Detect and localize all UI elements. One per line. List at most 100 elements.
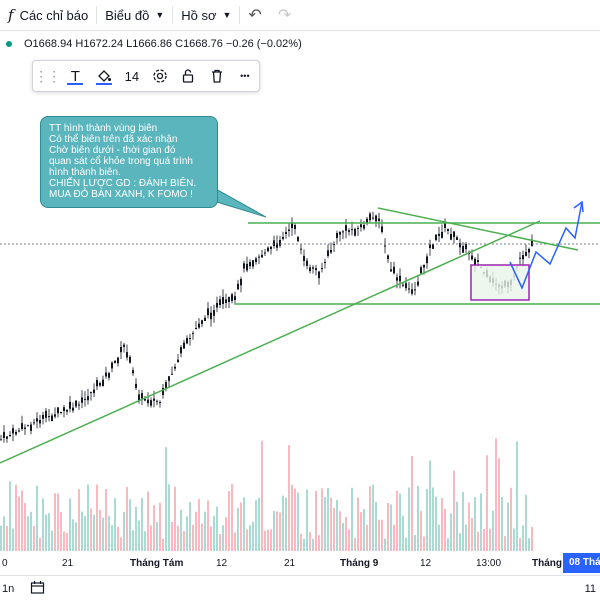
time-axis-label: 13:00 [476, 558, 502, 569]
candle-body [453, 231, 455, 237]
profile-button[interactable]: Hồ sơ ▼ [173, 0, 239, 30]
paint-bucket-icon [97, 70, 111, 82]
candle-body [144, 399, 146, 401]
gear-icon [153, 69, 167, 83]
candle-body [54, 414, 56, 417]
volume-bar [165, 447, 167, 551]
interval-button[interactable]: 1n [2, 582, 15, 595]
candle-body [165, 382, 167, 388]
unlock-icon [183, 69, 194, 83]
delete-button[interactable] [203, 61, 231, 91]
candle-body [246, 263, 248, 271]
candle-body [297, 237, 299, 242]
volume-bar [342, 522, 344, 551]
volume-bar [246, 529, 248, 551]
volume-bar [396, 490, 398, 551]
volume-bar [69, 498, 71, 551]
volume-bar [300, 533, 302, 551]
candle-body [3, 432, 5, 438]
annotation-line: Có thể biên trên đã xác nhận [49, 134, 178, 145]
candle-body [357, 227, 359, 229]
font-size-button[interactable]: 14 [118, 61, 146, 91]
candle-body [255, 258, 257, 263]
candle-body [384, 245, 386, 247]
chart-type-button[interactable]: Biểu đồ ▼ [97, 0, 172, 30]
text-color-button[interactable]: T [61, 61, 89, 91]
candle-body [528, 249, 530, 253]
candle-body [378, 218, 380, 222]
buy-zone-box[interactable] [470, 264, 530, 301]
volume-bar [84, 516, 86, 551]
candle-body [45, 410, 47, 418]
time-axis[interactable]: 0 21 Tháng Tám 12 21 Tháng 9 12 13:00 Th… [0, 553, 600, 573]
indicators-label: Các chỉ báo [19, 7, 89, 23]
color-underline [95, 83, 112, 85]
volume-bar [339, 511, 341, 551]
candle-body [393, 266, 395, 274]
redo-button[interactable]: ↷ [270, 0, 299, 30]
candle-body [282, 237, 284, 239]
candle-body [66, 409, 68, 412]
ohlc-legend: O1668.94 H1672.24 L1666.86 C1668.76 −0.2… [6, 38, 302, 50]
volume-bar [393, 524, 395, 551]
lock-button[interactable] [174, 61, 202, 91]
volume-bar [330, 497, 332, 551]
annotation-line: hình thành biên. [49, 167, 121, 178]
volume-bar [309, 532, 311, 551]
volume-bar [327, 487, 329, 551]
volume-bar [381, 519, 383, 551]
candle-body [258, 256, 260, 258]
candle-body [333, 244, 335, 246]
volume-bar [6, 526, 8, 551]
volume-bar [162, 538, 164, 551]
volume-bar [171, 521, 173, 551]
candle-body [63, 407, 65, 411]
volume-bar [27, 516, 29, 551]
candle-body [123, 344, 125, 347]
candle-body [363, 224, 365, 229]
candle-body [324, 262, 326, 263]
volume-bar [348, 529, 350, 551]
drag-handle-icon[interactable]: ⋮⋮ [34, 67, 61, 84]
candle-body [36, 418, 38, 422]
price-chart[interactable] [0, 95, 600, 551]
volume-bar [99, 509, 101, 551]
candle-body [18, 430, 20, 432]
volume-bar [198, 498, 200, 551]
candle-body [135, 383, 137, 388]
volume-bar [153, 505, 155, 551]
undo-icon: ↶ [248, 7, 262, 24]
fill-color-button[interactable] [90, 61, 118, 91]
candle-body [408, 288, 410, 290]
volume-bar [498, 458, 500, 551]
undo-button[interactable]: ↶ [240, 0, 269, 30]
more-button[interactable]: ••• [231, 61, 259, 91]
volume-bar [138, 520, 140, 551]
volume-bar [9, 481, 11, 551]
candle-body [303, 255, 305, 261]
volume-bar [42, 498, 44, 551]
volume-bar [267, 529, 269, 551]
volume-bar [402, 515, 404, 551]
candle-body [474, 258, 476, 265]
annotation-callout[interactable]: TT hình thành vùng biên Có thể biên trên… [40, 116, 218, 208]
candle-body [423, 264, 425, 268]
volume-bar [324, 497, 326, 551]
volume-bar [504, 536, 506, 551]
indicators-button[interactable]: f Các chỉ báo [0, 0, 96, 30]
candle-body [312, 267, 314, 269]
candle-body [42, 414, 44, 419]
volume-bar [174, 486, 176, 551]
candle-body [399, 275, 401, 282]
candle-body [213, 310, 215, 316]
volume-bar [519, 538, 521, 551]
candle-body [0, 439, 2, 441]
candle-body [327, 250, 329, 256]
volume-bar [96, 484, 98, 551]
volume-bar [375, 501, 377, 551]
volume-bar [516, 441, 518, 551]
calendar-icon[interactable] [30, 580, 46, 598]
candle-body [147, 399, 149, 404]
candle-body [39, 420, 41, 424]
settings-button[interactable] [146, 61, 174, 91]
